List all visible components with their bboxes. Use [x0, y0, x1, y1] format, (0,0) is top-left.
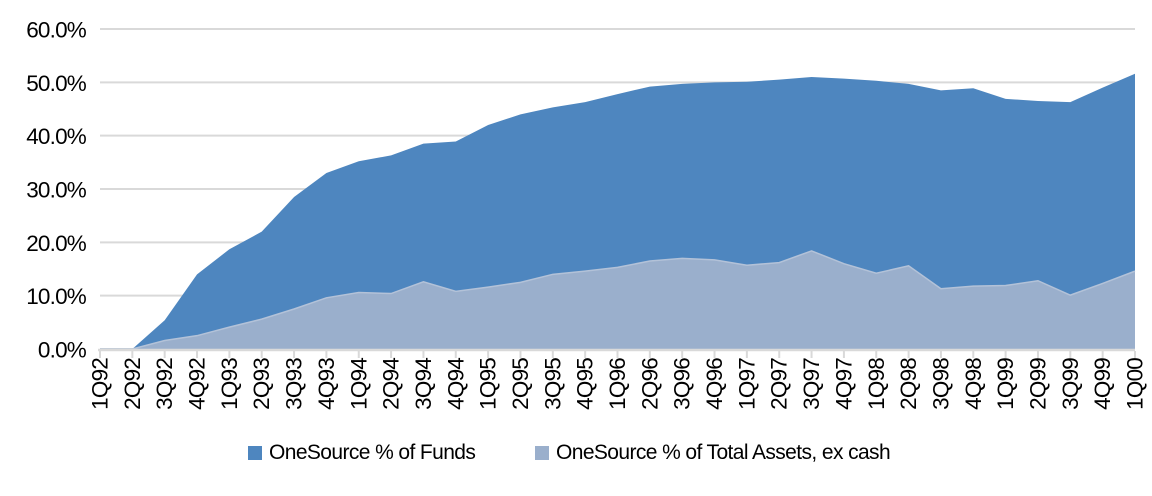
x-tick-label: 3Q95: [540, 358, 565, 410]
x-tick-label: 4Q92: [185, 358, 210, 410]
x-tick-label: 4Q94: [443, 358, 468, 410]
x-tick-label: 1Q94: [346, 358, 371, 410]
chart-legend: OneSource % of Funds OneSource % of Tota…: [0, 440, 1152, 466]
x-tick-label: 2Q95: [508, 358, 533, 410]
y-tick-label: 60.0%: [26, 18, 87, 43]
x-tick-label: 3Q97: [799, 358, 824, 410]
x-tick-label: 1Q97: [734, 358, 759, 410]
x-tick-label: 3Q99: [1058, 358, 1083, 410]
assets-area: [100, 250, 1135, 349]
legend-item-assets: OneSource % of Total Assets, ex cash: [535, 440, 891, 466]
x-tick-label: 3Q94: [411, 358, 436, 410]
legend-item-funds: OneSource % of Funds: [248, 440, 476, 466]
x-tick-label: 1Q96: [605, 358, 630, 410]
x-tick-label: 3Q98: [928, 358, 953, 410]
x-tick-label: 2Q94: [379, 358, 404, 410]
x-tick-label: 4Q97: [831, 358, 856, 410]
y-tick-label: 0.0%: [38, 338, 87, 363]
x-tick-label: 1Q98: [864, 358, 889, 410]
legend-label-assets: OneSource % of Total Assets, ex cash: [556, 441, 891, 464]
x-tick-label: 3Q93: [282, 358, 307, 410]
y-tick-label: 30.0%: [26, 178, 87, 203]
funds-swatch-icon: [248, 446, 262, 460]
assets-top-edge: [100, 250, 1136, 350]
y-tick-label: 20.0%: [26, 231, 87, 256]
area-chart: 0.0% 10.0% 20.0% 30.0% 40.0% 50.0% 60.0% 1Q92 2Q…: [26, 18, 1148, 410]
assets-swatch-icon: [535, 446, 549, 460]
legend-label-funds: OneSource % of Funds: [269, 441, 476, 464]
x-tick-label: 3Q92: [152, 358, 177, 410]
x-tick-label: 2Q96: [637, 358, 662, 410]
x-tick-label: 1Q99: [993, 358, 1018, 410]
x-tick-label: 1Q93: [217, 358, 242, 410]
x-tick-label: 4Q95: [573, 358, 598, 410]
x-tick-label: 1Q95: [476, 358, 501, 410]
x-tick-label: 1Q00: [1123, 358, 1148, 410]
x-tick-label: 4Q99: [1090, 358, 1115, 410]
y-tick-label: 50.0%: [26, 71, 87, 96]
y-tick-label: 40.0%: [26, 124, 87, 149]
x-tick-label: 4Q93: [314, 358, 339, 410]
x-tick-label: 2Q93: [249, 358, 274, 410]
x-tick-label: 3Q96: [670, 358, 695, 410]
x-tick-label: 2Q92: [120, 358, 145, 410]
x-tick-label: 4Q98: [961, 358, 986, 410]
x-tick-label: 2Q97: [767, 358, 792, 410]
x-tick-label: 2Q98: [896, 358, 921, 410]
x-tick-label: 2Q99: [1025, 358, 1050, 410]
x-tick-label: 4Q96: [702, 358, 727, 410]
x-tick-label: 1Q92: [88, 358, 113, 410]
y-tick-label: 10.0%: [26, 284, 87, 309]
